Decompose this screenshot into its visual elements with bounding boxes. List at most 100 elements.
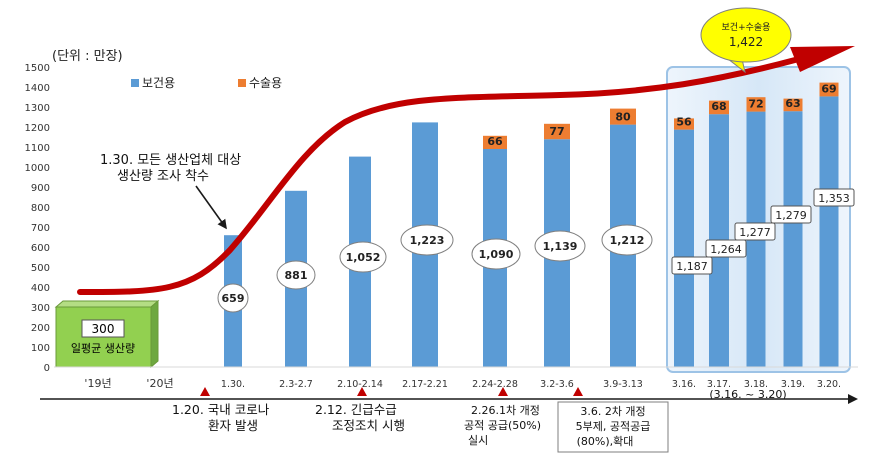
x-tick-label: 2.24-2.28 [472, 379, 518, 390]
bar-value-label: 1,212 [610, 234, 645, 247]
x-tick-label: 3.2-3.6 [540, 379, 574, 390]
x-tick-label: 3.19. [781, 379, 805, 390]
bar-boeun-13 [783, 111, 803, 367]
x-tick-label: '19년 [84, 377, 111, 390]
bar-value-label: 1,139 [543, 240, 578, 253]
y-tick-label: 1100 [25, 143, 50, 154]
bar-value-label: 881 [285, 269, 308, 282]
event-4-box [557, 401, 669, 453]
value-box [705, 239, 747, 258]
value-bubble [217, 283, 249, 313]
y-tick-label: 1300 [25, 103, 50, 114]
y-tick-label: 500 [31, 263, 50, 274]
baseline-label: 일평균 생산량 [71, 341, 135, 355]
bar-susul-value-label: 72 [748, 98, 763, 111]
bar-value-label: 1,223 [410, 234, 445, 247]
event-marker-2 [357, 387, 367, 396]
y-tick-label: 1400 [25, 83, 50, 94]
baseline-value-box [81, 319, 125, 338]
y-tick-label: 1000 [25, 163, 50, 174]
bar-susul-10 [674, 118, 694, 130]
period-label: (3.16. ~ 3.20) [709, 388, 786, 401]
bar-boeun-10 [674, 129, 694, 367]
x-tick-label: 3.20. [817, 379, 841, 390]
y-tick-label: 900 [31, 183, 50, 194]
bar-value-label: 1,277 [739, 226, 771, 239]
x-tick-label: 2.17-2.21 [402, 379, 448, 390]
event-2-line2: 조정조치 시행 [332, 418, 405, 433]
value-box [813, 188, 855, 207]
x-tick-label: 3.16. [672, 379, 696, 390]
event-3-line2: 공적 공급(50%) [464, 419, 541, 432]
event-marker-1 [200, 387, 210, 396]
callout-title: 보건+수술용 [722, 22, 771, 33]
x-tick-label: 3.17. [707, 379, 731, 390]
baseline-box-side [150, 299, 159, 369]
value-box [770, 205, 812, 224]
event-marker-3 [498, 387, 508, 396]
bar-susul-11 [709, 100, 729, 115]
bar-susul-value-label: 69 [821, 82, 836, 95]
event-3-line1: 2.26.1차 개정 [471, 404, 540, 417]
x-tick-label: 1.30. [221, 379, 245, 390]
y-tick-label: 0 [44, 363, 50, 374]
legend-label-2: 수술용 [249, 76, 282, 90]
bar-susul-14 [819, 82, 839, 97]
baseline-value-label: 300 [92, 322, 115, 336]
value-bubble [339, 241, 387, 273]
bar-susul-9 [610, 108, 636, 125]
y-tick-label: 800 [31, 203, 50, 214]
x-tick-label: 3.18. [744, 379, 768, 390]
event-1-line1: 1.20. 국내 코로나 [172, 402, 270, 417]
value-bubble [534, 230, 586, 262]
bar-susul-value-label: 77 [549, 125, 564, 138]
bar-susul-12 [746, 97, 766, 112]
x-tick-label: '20년 [146, 377, 173, 390]
bar-boeun-14 [819, 96, 839, 368]
annotation-pointer [195, 185, 227, 230]
event-marker-4 [573, 387, 583, 396]
value-box [671, 256, 713, 275]
callout-value: 1,422 [729, 35, 763, 49]
legend-swatch-2 [238, 79, 246, 87]
annotation-line1: 1.30. 모든 생산업체 대상 [100, 153, 241, 168]
y-tick-label: 700 [31, 223, 50, 234]
bar-value-label: 1,264 [710, 243, 742, 256]
bar-susul-value-label: 68 [711, 100, 726, 113]
x-tick-label: 2.3-2.7 [279, 379, 313, 390]
value-bubble [400, 224, 454, 256]
baseline-box-top [54, 300, 160, 308]
event-3-line3: 실시 [468, 434, 488, 447]
timeline-arrowhead [848, 394, 858, 404]
y-tick-label: 100 [31, 343, 50, 354]
y-tick-label: 400 [31, 283, 50, 294]
value-bubble [276, 260, 316, 290]
y-tick-label: 300 [31, 303, 50, 314]
bar-susul-value-label: 63 [785, 97, 800, 110]
legend-swatch-1 [131, 79, 139, 87]
y-tick-label: 600 [31, 243, 50, 254]
bar-susul-value-label: 66 [487, 135, 503, 148]
bar-value-label: 1,279 [775, 209, 807, 222]
value-bubble [471, 238, 521, 270]
y-tick-label: 1200 [25, 123, 50, 134]
legend-label-1: 보건용 [142, 76, 175, 90]
bar-value-label: 659 [222, 292, 245, 305]
trend-arrow-head [790, 46, 855, 72]
event-2-line1: 2.12. 긴급수급 [315, 402, 397, 417]
bar-susul-value-label: 80 [615, 111, 631, 124]
bar-value-label: 1,052 [346, 251, 381, 264]
value-box [734, 222, 776, 241]
event-4-line3: (80%),확대 [577, 435, 634, 448]
bar-susul-8 [544, 123, 570, 140]
callout-bubble [700, 7, 792, 63]
bar-value-label: 1,353 [818, 192, 850, 205]
event-4-line2: 5부제, 공적공급 [576, 420, 651, 433]
annotation-line2: 생산량 조사 착수 [117, 169, 209, 184]
y-tick-label: 200 [31, 323, 50, 334]
bar-value-label: 1,187 [676, 260, 708, 273]
x-tick-label: 3.9-3.13 [603, 379, 643, 390]
event-4-line1: 3.6. 2차 개정 [580, 405, 645, 418]
value-bubble [601, 224, 653, 256]
